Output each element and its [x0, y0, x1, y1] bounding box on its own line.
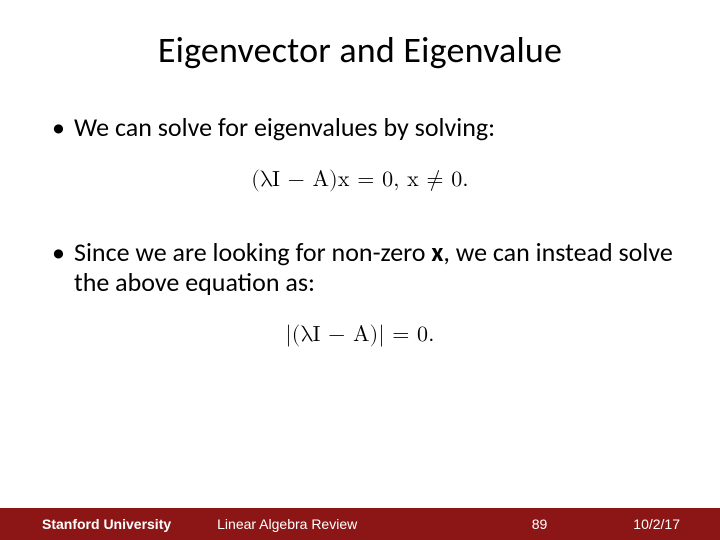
equation-1: (λI − A)x = 0, x ≠ 0. [46, 167, 674, 193]
bullet-list-2: Since we are looking for non-zero x, we … [46, 237, 674, 298]
bullet-2: Since we are looking for non-zero x, we … [46, 237, 674, 298]
bullet-1: We can solve for eigenvalues by solving: [46, 112, 674, 143]
footer-course: Linear Algebra Review [171, 516, 357, 532]
footer-date: 10/2/17 [633, 516, 720, 532]
bullet-2-pre: Since we are looking for non-zero [74, 236, 431, 268]
footer-university: Stanford University [0, 516, 171, 532]
slide: Eigenvector and Eigenvalue We can solve … [0, 0, 720, 540]
slide-title: Eigenvector and Eigenvalue [46, 28, 674, 72]
footer-bar: Stanford University Linear Algebra Revie… [0, 508, 720, 540]
footer-page-number: 89 [532, 516, 634, 532]
equation-2: |(λI − A)| = 0. [46, 322, 674, 348]
bullet-list: We can solve for eigenvalues by solving: [46, 112, 674, 143]
bullet-2-bold-x: x [431, 236, 443, 268]
